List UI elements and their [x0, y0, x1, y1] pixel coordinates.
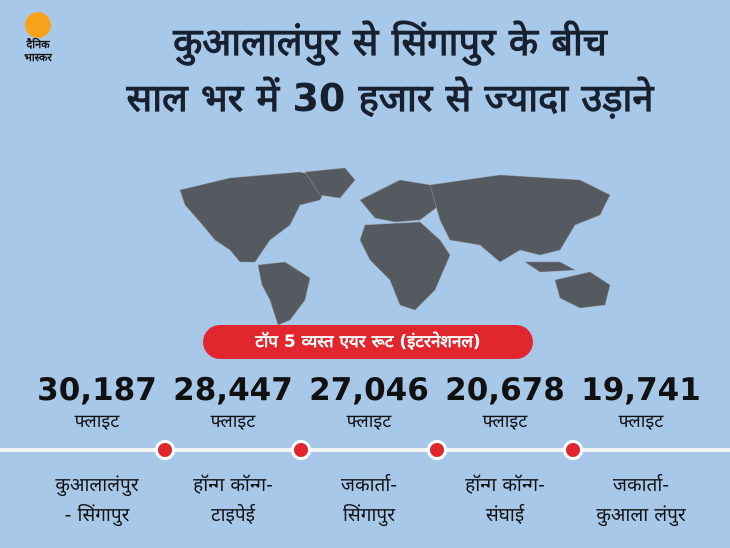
route-line: जकार्ता- — [340, 474, 398, 496]
flight-count: 20,678 — [445, 372, 565, 408]
flight-unit: फ्लाइट — [346, 411, 392, 432]
flight-count: 19,741 — [581, 372, 701, 408]
flight-count: 30,187 — [37, 372, 157, 408]
route-name: जकार्ता- कुआला लंपुर — [573, 470, 709, 530]
route-line: सिंगापुर — [343, 504, 395, 526]
logo-sun — [25, 12, 51, 38]
route-line: हॉन्ग कॉन्ग- — [465, 474, 545, 496]
title-line: कुआलालंपुर से सिंगापुर के बीच — [173, 20, 607, 64]
route-stat: 28,447 फ्लाइट — [165, 370, 301, 434]
route-stat: 19,741 फ्लाइट — [573, 370, 709, 434]
asia — [429, 174, 611, 263]
flight-count: 28,447 — [173, 372, 293, 408]
africa — [359, 221, 451, 311]
route-name: कुआलालंपुर - सिंगापुर — [29, 470, 165, 530]
australia — [554, 271, 611, 309]
europe — [359, 179, 441, 223]
timeline-dot — [427, 440, 447, 460]
logo-text: दैनिक — [26, 38, 50, 51]
route-line: टाइपेई — [211, 504, 255, 526]
title: कुआलालंपुर से सिंगापुर के बीच साल भर में… — [70, 14, 710, 126]
timeline-dot — [155, 440, 175, 460]
route-name: हॉन्ग कॉन्ग- टाइपेई — [165, 470, 301, 530]
route-stat: 30,187 फ्लाइट — [29, 370, 165, 434]
badge: टॉप 5 व्यस्त एयर रूट (इंटरनेशनल) — [203, 325, 533, 359]
route-name: हॉन्ग कॉन्ग- संघाई — [437, 470, 573, 530]
flight-unit: फ्लाइट — [482, 411, 528, 432]
logo-text: भास्कर — [24, 51, 52, 64]
route-line: संघाई — [485, 504, 525, 526]
south-america — [257, 261, 311, 326]
title-line: साल भर में 30 हजार से ज्यादा उड़ाने — [126, 76, 654, 120]
route-stat: 27,046 फ्लाइट — [301, 370, 437, 434]
route-line: - सिंगापुर — [64, 504, 130, 526]
route-line: जकार्ता- — [612, 474, 670, 496]
route-line: हॉन्ग कॉन्ग- — [193, 474, 273, 496]
greenland — [304, 167, 356, 199]
logo: दैनिक भास्कर — [14, 12, 62, 68]
timeline-dot — [563, 440, 583, 460]
flight-unit: फ्लाइट — [618, 411, 664, 432]
timeline-dot — [291, 440, 311, 460]
route-line: कुआलालंपुर — [55, 474, 139, 496]
flight-unit: फ्लाइट — [210, 411, 256, 432]
indonesia — [524, 261, 577, 273]
route-line: कुआला लंपुर — [596, 504, 686, 526]
flight-count: 27,046 — [309, 372, 429, 408]
world-map — [179, 167, 611, 326]
flight-unit: फ्लाइट — [74, 411, 120, 432]
north-america — [179, 171, 331, 263]
route-stat: 20,678 फ्लाइट — [437, 370, 573, 434]
route-name: जकार्ता- सिंगापुर — [301, 470, 437, 530]
timeline — [0, 448, 730, 452]
